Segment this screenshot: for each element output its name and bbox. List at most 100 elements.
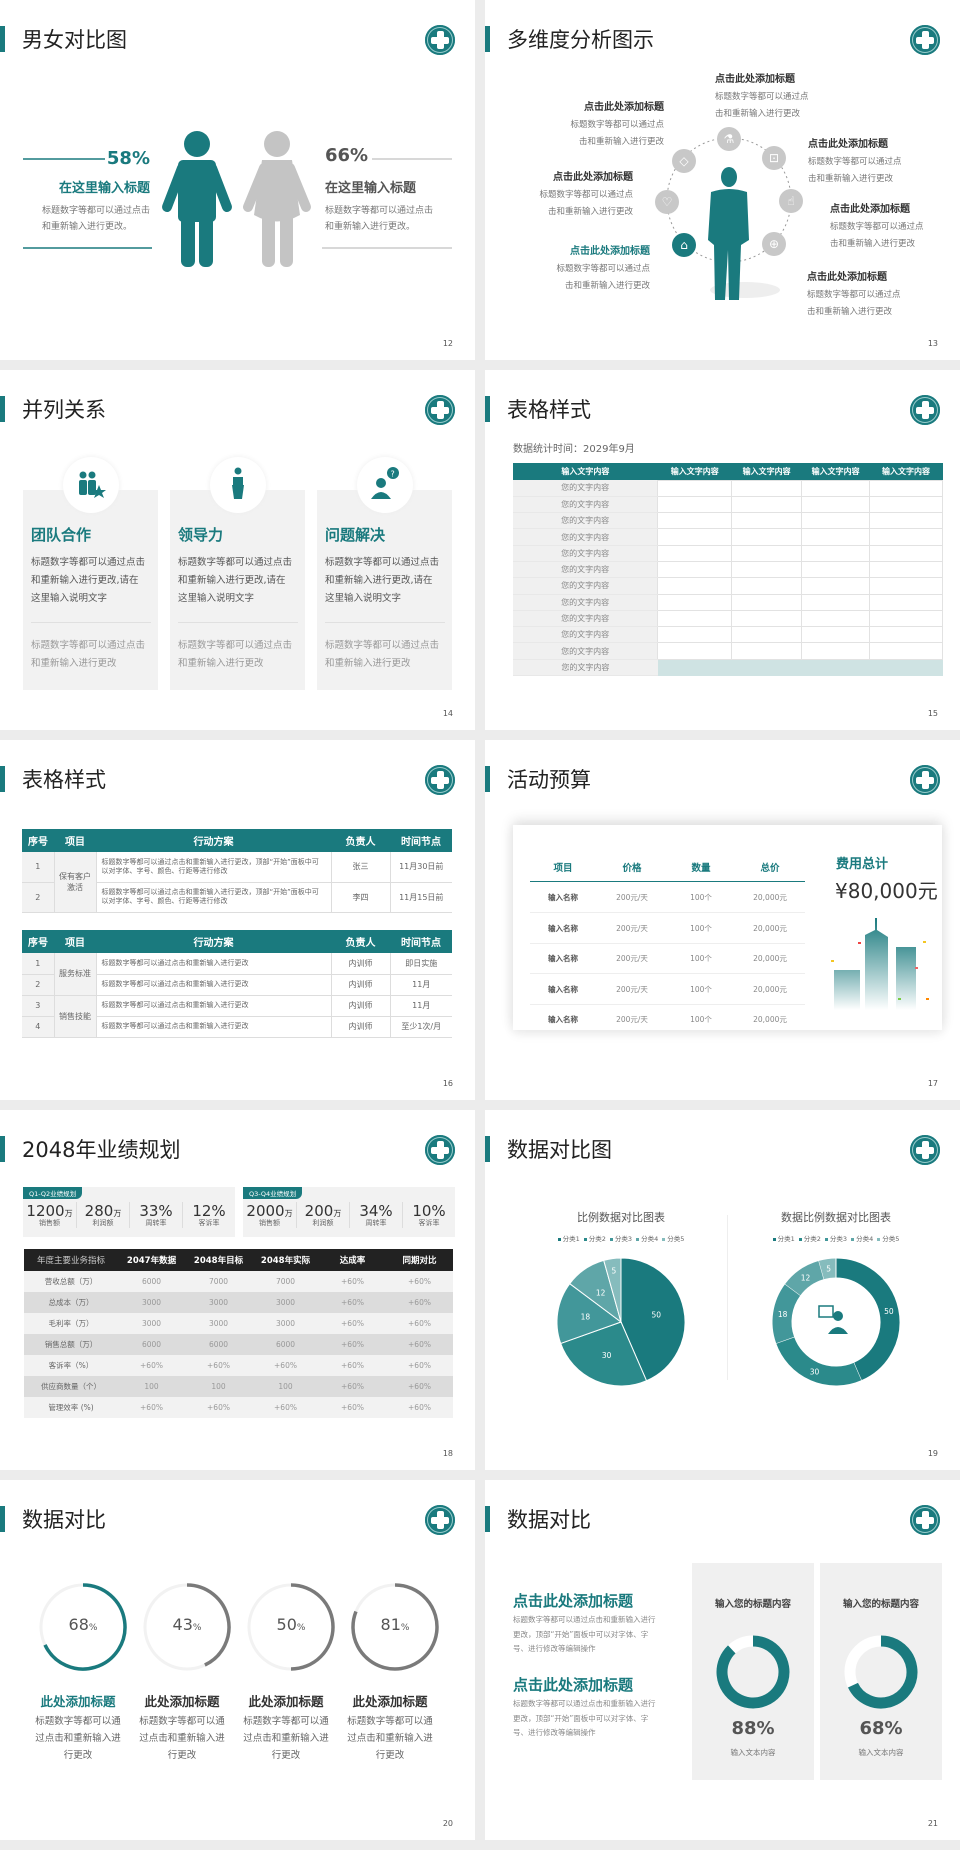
table-cell[interactable] bbox=[731, 642, 803, 660]
table-cell[interactable] bbox=[801, 544, 871, 562]
slide-title: 数据对比 bbox=[507, 1508, 591, 1532]
data-label: 30 bbox=[810, 1368, 820, 1377]
row-divider bbox=[530, 942, 805, 944]
title-accent-bar bbox=[0, 396, 5, 422]
ring-progress bbox=[351, 1583, 439, 1671]
table-row: 您的文字内容 bbox=[513, 626, 943, 644]
table-cell[interactable] bbox=[801, 626, 871, 644]
medical-cross-logo-icon bbox=[910, 765, 940, 795]
table-cell: 100 bbox=[211, 1382, 226, 1391]
table-cell[interactable] bbox=[801, 479, 871, 497]
table-cell[interactable] bbox=[657, 642, 733, 660]
table-cell[interactable] bbox=[869, 609, 943, 628]
table-row: 1 保有客户激活 标题数字等都可以通过点击和重新输入进行更改，顶部“开始”面板中可以… bbox=[22, 852, 452, 912]
table-row: 您的文字内容 bbox=[513, 512, 943, 530]
table-cell[interactable] bbox=[801, 642, 871, 660]
table-cell[interactable] bbox=[657, 544, 733, 562]
male-description: 标题数字等都可以通过点击 bbox=[42, 206, 151, 216]
column-header: 时间节点 bbox=[401, 837, 441, 848]
slide-title: 多维度分析图示 bbox=[507, 28, 654, 52]
table-cell[interactable] bbox=[657, 577, 733, 595]
table-cell[interactable] bbox=[869, 512, 943, 530]
table-cell[interactable] bbox=[657, 512, 733, 530]
table-cell[interactable] bbox=[731, 593, 803, 611]
table-cell: +60% bbox=[408, 1340, 431, 1349]
table-cell[interactable] bbox=[801, 528, 871, 546]
table-cell[interactable] bbox=[657, 560, 733, 579]
table-cell[interactable] bbox=[731, 544, 803, 562]
table-cell: 100 bbox=[278, 1382, 293, 1391]
page-number: 20 bbox=[442, 1819, 453, 1828]
table-cell[interactable] bbox=[731, 495, 803, 514]
gauge-fill bbox=[847, 1635, 918, 1709]
item-description: 击和重新输入进行更改 bbox=[830, 239, 916, 249]
column-header: 序号 bbox=[28, 938, 48, 949]
column-header: 项目 bbox=[65, 938, 85, 949]
table-cell[interactable] bbox=[869, 479, 943, 497]
table-cell[interactable] bbox=[731, 560, 803, 579]
table-row: 您的文字内容 bbox=[513, 528, 943, 546]
block-description: 更改，顶部“开始”面板中可以对字体、字 bbox=[513, 1629, 649, 1639]
table-cell: +60% bbox=[408, 1277, 431, 1286]
medical-cross-logo-icon bbox=[910, 1505, 940, 1535]
table-cell[interactable] bbox=[869, 495, 943, 514]
row-divider bbox=[530, 973, 805, 974]
budget-cell: 输入名称 bbox=[548, 1015, 578, 1024]
card-description: 标题数字等都可以通过点击 bbox=[325, 557, 440, 568]
column-header: 达成率 bbox=[339, 1256, 366, 1266]
item-description: 标题数字等都可以通过点 bbox=[808, 157, 902, 167]
table-cell[interactable] bbox=[869, 544, 943, 562]
table-cell[interactable] bbox=[801, 560, 871, 579]
gauge-fill bbox=[716, 1635, 790, 1709]
table-cell[interactable] bbox=[801, 512, 871, 530]
table-cell[interactable] bbox=[657, 528, 733, 546]
data-label: 50 bbox=[884, 1307, 894, 1316]
heart-icon: ♡ bbox=[655, 190, 679, 214]
deadline-cell: 即日实施 bbox=[389, 953, 452, 974]
table-cell[interactable] bbox=[731, 577, 803, 595]
table-cell[interactable] bbox=[869, 593, 943, 611]
pie-slice bbox=[560, 1321, 648, 1387]
table-cell[interactable] bbox=[801, 609, 871, 628]
male-heading: 在这里输入标题 bbox=[58, 181, 150, 196]
project-cell: 保有客户激活 bbox=[53, 852, 96, 912]
kpi-label: 客诉率 bbox=[198, 1219, 220, 1227]
table-cell[interactable] bbox=[869, 528, 943, 546]
slide-20: 数据对比 20 68% 此处添加标题 标题数字等都可以通 过点击和重新输入进 行更改 43% 此… bbox=[0, 1480, 475, 1840]
budget-cell: 20,000元 bbox=[753, 984, 787, 994]
table-cell[interactable] bbox=[801, 495, 871, 514]
column-header: 2048年实际 bbox=[260, 1256, 311, 1266]
table-cell[interactable] bbox=[657, 593, 733, 611]
question-person-icon: ? bbox=[357, 457, 413, 513]
dimension-item: 点击此处添加标题 标题数字等都可以通过点 击和重新输入进行更改 bbox=[830, 200, 924, 253]
table-cell[interactable] bbox=[657, 626, 733, 644]
kpi-number: 200 bbox=[304, 1202, 334, 1220]
table-cell[interactable] bbox=[731, 626, 803, 644]
table-cell[interactable] bbox=[731, 609, 803, 628]
table-cell[interactable] bbox=[657, 495, 733, 514]
header-underline bbox=[530, 881, 805, 882]
owner-cell: 张三 bbox=[330, 852, 390, 882]
plan-cell: 标题数字等都可以通过点击和重新输入进行更改 bbox=[95, 1016, 331, 1037]
table-cell[interactable] bbox=[869, 626, 943, 644]
table-cell[interactable] bbox=[657, 609, 733, 628]
action-plan-table: 序号 项目 行动方案 负责人 时间节点 1 服务标准 标题数字等都可以通过点击和重新输入进行更… bbox=[22, 930, 452, 1038]
table-cell[interactable] bbox=[657, 479, 733, 497]
table-cell[interactable] bbox=[731, 479, 803, 497]
block-description: 更改，顶部“开始”面板中可以对字体、字 bbox=[513, 1713, 649, 1723]
table-cell[interactable] bbox=[731, 512, 803, 530]
kpi-value: 34% bbox=[350, 1202, 402, 1220]
slide-title: 数据对比 bbox=[22, 1508, 106, 1532]
table-cell[interactable] bbox=[869, 642, 943, 660]
table-cell[interactable] bbox=[731, 528, 803, 546]
card-description: 标题数字等都可以通过点击 bbox=[31, 557, 146, 568]
chart-legend: 分类1 分类2 分类3 分类4 分类5 bbox=[754, 1233, 918, 1243]
table-cell[interactable] bbox=[801, 593, 871, 611]
legend-label: 分类4 bbox=[641, 1235, 659, 1243]
column-header: 2047年数据 bbox=[126, 1256, 177, 1266]
data-label: 12 bbox=[801, 1273, 811, 1282]
column-header: 同期对比 bbox=[402, 1256, 437, 1266]
table-cell[interactable] bbox=[869, 577, 943, 595]
table-cell[interactable] bbox=[869, 560, 943, 579]
table-cell[interactable] bbox=[801, 577, 871, 595]
